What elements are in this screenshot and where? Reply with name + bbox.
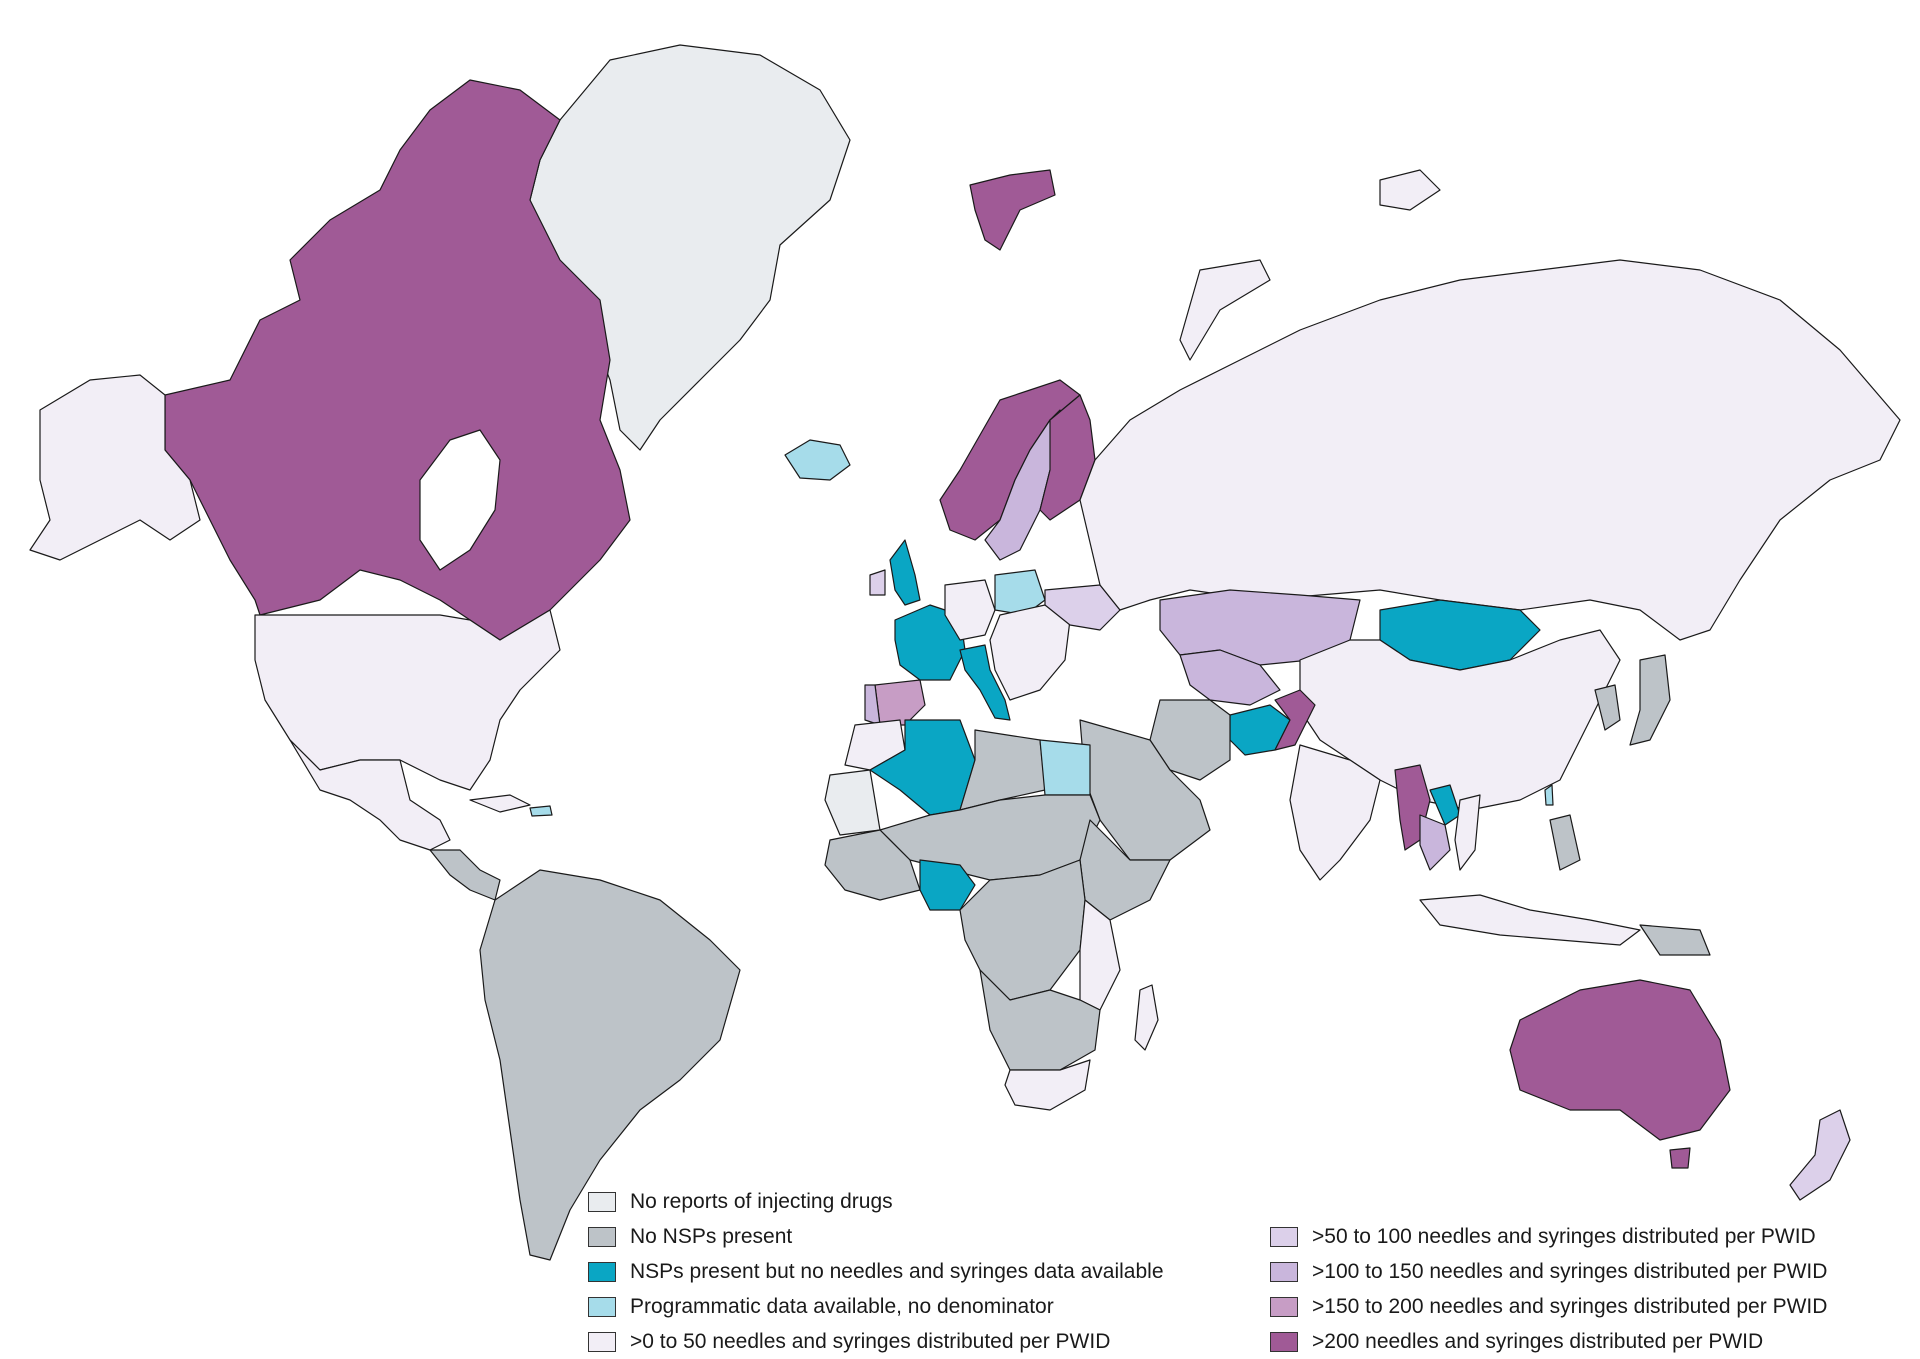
- legend-item-left-2: NSPs present but no needles and syringes…: [588, 1261, 1164, 1282]
- region-central-asia: [1179, 649, 1281, 706]
- region-usa: [254, 609, 561, 791]
- legend-item-left-1: No NSPs present: [588, 1226, 792, 1247]
- region-thailand: [1419, 814, 1451, 871]
- legend-label: >150 to 200 needles and syringes distrib…: [1312, 1295, 1828, 1318]
- legend-label: No NSPs present: [630, 1225, 793, 1248]
- region-tasmania: [1669, 1147, 1691, 1169]
- legend-item-right-1: >100 to 150 needles and syringes distrib…: [1270, 1261, 1827, 1282]
- legend-label: No reports of injecting drugs: [630, 1190, 893, 1213]
- legend-swatch: [588, 1191, 616, 1212]
- legend-swatch: [1270, 1296, 1298, 1317]
- region-novaya-zemlya: [1179, 259, 1271, 361]
- region-egypt: [1039, 739, 1091, 796]
- region-south-africa: [1004, 1059, 1091, 1111]
- region-alaska: [29, 374, 201, 561]
- region-mexico: [289, 739, 451, 851]
- region-taiwan: [1544, 784, 1554, 806]
- region-india: [1289, 744, 1381, 881]
- region-russia: [1079, 259, 1901, 641]
- region-west-africa: [824, 829, 921, 901]
- legend-label: >0 to 50 needles and syringes distribute…: [630, 1330, 1111, 1353]
- region-madagascar: [1134, 984, 1159, 1051]
- region-indonesia: [1419, 894, 1641, 946]
- region-france: [894, 604, 966, 681]
- hudson-bay: [419, 429, 501, 571]
- region-central-america: [429, 849, 501, 901]
- region-japan: [1629, 654, 1671, 746]
- legend-swatch: [588, 1261, 616, 1282]
- region-germany: [944, 579, 996, 641]
- legend-label: >100 to 150 needles and syringes distrib…: [1312, 1260, 1828, 1283]
- legend-item-right-3: >200 needles and syringes distributed pe…: [1270, 1331, 1763, 1352]
- region-papua: [1639, 924, 1711, 956]
- region-central-africa: [959, 859, 1086, 1001]
- region-italy: [959, 644, 1011, 721]
- region-canada: [164, 79, 631, 641]
- legend-item-left-0: No reports of injecting drugs: [588, 1191, 893, 1212]
- region-southern-africa: [979, 969, 1101, 1071]
- region-iceland: [784, 439, 851, 481]
- region-korea: [1594, 684, 1621, 731]
- region-philippines: [1549, 814, 1581, 871]
- legend-item-right-0: >50 to 100 needles and syringes distribu…: [1270, 1226, 1816, 1247]
- legend-item-left-4: >0 to 50 needles and syringes distribute…: [588, 1331, 1110, 1352]
- region-south-america: [479, 869, 741, 1261]
- region-sweden: [984, 409, 1061, 561]
- legend-swatch: [1270, 1331, 1298, 1352]
- region-haiti-dr: [529, 805, 553, 817]
- legend-swatch: [588, 1296, 616, 1317]
- legend-item-left-3: Programmatic data available, no denomina…: [588, 1296, 1054, 1317]
- legend-swatch: [588, 1226, 616, 1247]
- legend-swatch: [588, 1331, 616, 1352]
- region-eastern-europe: [989, 604, 1071, 701]
- legend-label: Programmatic data available, no denomina…: [630, 1295, 1054, 1318]
- legend-item-right-2: >150 to 200 needles and syringes distrib…: [1270, 1296, 1827, 1317]
- region-vietnam: [1454, 794, 1481, 871]
- region-arctic-islands-ru: [1379, 169, 1441, 211]
- region-ireland: [869, 569, 886, 596]
- region-australia: [1509, 979, 1731, 1141]
- legend-swatch: [1270, 1261, 1298, 1282]
- region-svalbard: [969, 169, 1056, 251]
- region-pakistan: [1274, 689, 1316, 751]
- region-new-zealand: [1789, 1109, 1851, 1201]
- region-uk: [889, 539, 921, 606]
- region-spain: [874, 679, 926, 726]
- legend-label: >50 to 100 needles and syringes distribu…: [1312, 1225, 1816, 1248]
- legend-label: >200 needles and syringes distributed pe…: [1312, 1330, 1764, 1353]
- region-mauritania: [824, 769, 881, 836]
- region-cuba-caribbean: [469, 794, 531, 813]
- legend-label: NSPs present but no needles and syringes…: [630, 1260, 1164, 1283]
- legend-swatch: [1270, 1226, 1298, 1247]
